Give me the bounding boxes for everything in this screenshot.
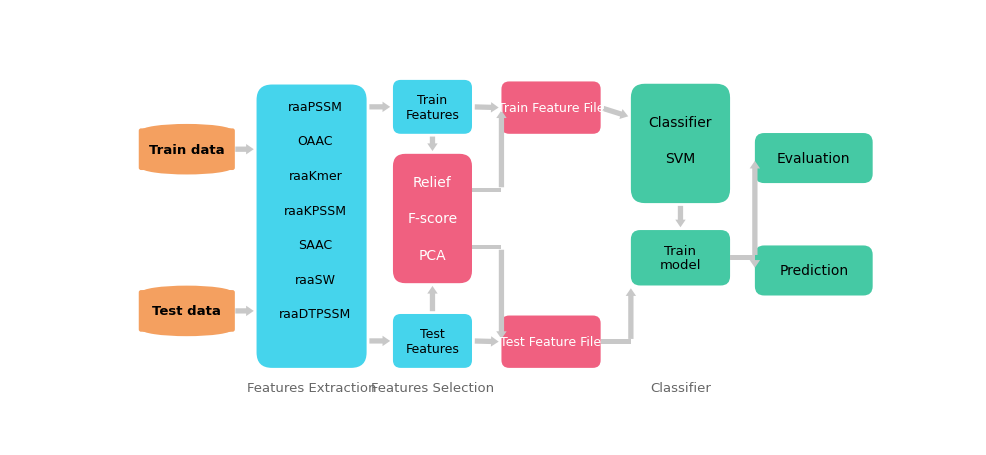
Text: Test: Test (420, 327, 445, 340)
Ellipse shape (141, 125, 233, 138)
Text: Test data: Test data (153, 305, 221, 318)
Text: SAAC: SAAC (299, 239, 332, 252)
Text: Features Extraction: Features Extraction (246, 382, 377, 394)
Ellipse shape (148, 325, 226, 335)
Text: raaPSSM: raaPSSM (288, 101, 343, 113)
Text: Train: Train (665, 245, 696, 258)
Text: Relief: Relief (413, 176, 452, 190)
FancyBboxPatch shape (139, 129, 235, 171)
Text: raaSW: raaSW (295, 273, 336, 286)
Ellipse shape (141, 286, 233, 299)
Text: model: model (660, 258, 701, 272)
FancyBboxPatch shape (755, 134, 873, 184)
Text: Train data: Train data (149, 143, 225, 157)
FancyBboxPatch shape (393, 81, 472, 135)
Text: Features Selection: Features Selection (371, 382, 494, 394)
FancyBboxPatch shape (139, 290, 235, 332)
Text: PCA: PCA (419, 248, 447, 262)
Ellipse shape (141, 162, 233, 175)
Bar (472, 245, 502, 250)
FancyBboxPatch shape (631, 231, 730, 286)
Text: raaKPSSM: raaKPSSM (284, 204, 347, 217)
Text: Classifier: Classifier (650, 382, 711, 394)
FancyBboxPatch shape (393, 155, 472, 283)
Text: Features: Features (405, 342, 459, 355)
FancyBboxPatch shape (502, 316, 600, 368)
Text: F-score: F-score (407, 212, 458, 226)
Text: Classifier: Classifier (649, 116, 712, 130)
Text: Test Feature File: Test Feature File (501, 335, 601, 349)
Bar (472, 188, 502, 193)
Text: Train: Train (417, 93, 448, 106)
Ellipse shape (148, 163, 226, 173)
FancyBboxPatch shape (502, 82, 600, 135)
Text: SVM: SVM (666, 152, 695, 165)
Text: Prediction: Prediction (779, 264, 848, 278)
Text: OAAC: OAAC (298, 135, 333, 148)
FancyBboxPatch shape (631, 85, 730, 204)
Text: Train Feature File: Train Feature File (498, 102, 604, 115)
Bar (600, 339, 631, 344)
Ellipse shape (141, 323, 233, 336)
Text: Features: Features (405, 109, 459, 122)
Text: raaDTPSSM: raaDTPSSM (279, 308, 352, 321)
Text: Evaluation: Evaluation (777, 152, 851, 166)
FancyBboxPatch shape (393, 314, 472, 368)
Bar (730, 256, 755, 261)
FancyBboxPatch shape (256, 86, 367, 368)
Text: raaKmer: raaKmer (289, 170, 342, 182)
FancyBboxPatch shape (755, 246, 873, 296)
